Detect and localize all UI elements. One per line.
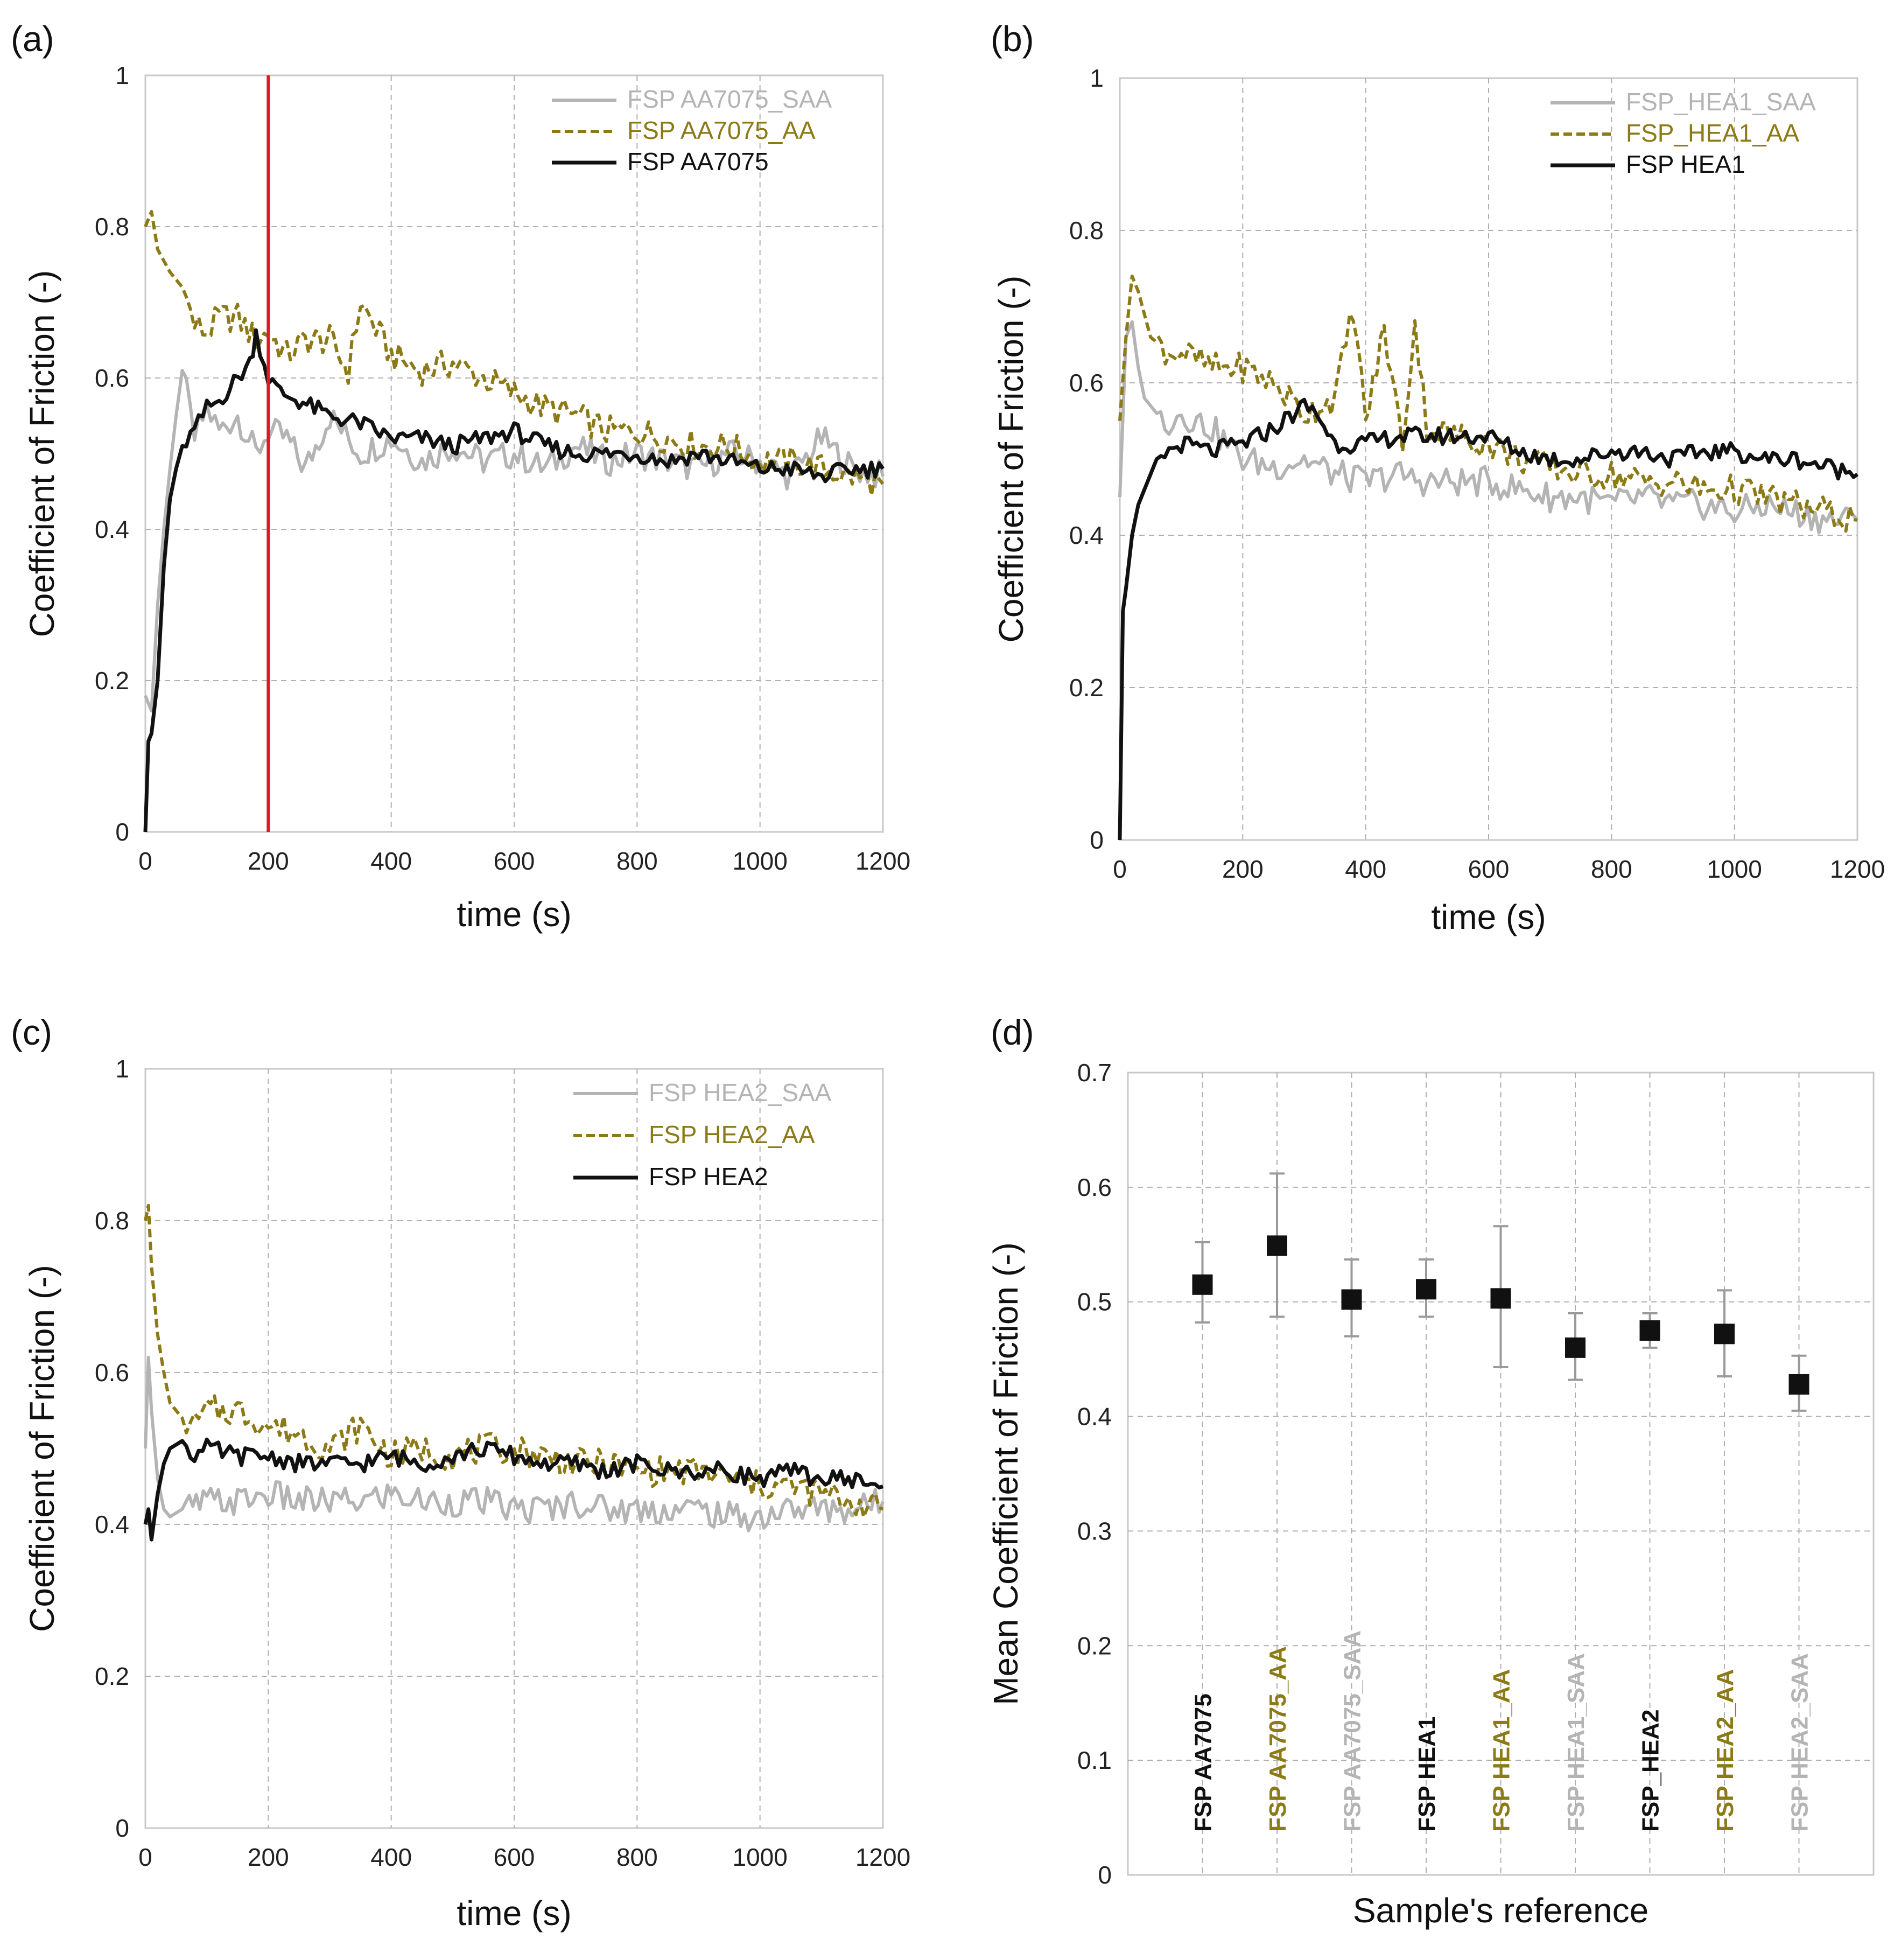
- y-tick-label: 0.4: [1077, 1403, 1112, 1431]
- y-tick-label: 0.8: [95, 213, 129, 241]
- y-tick-label: 0.2: [1069, 674, 1104, 702]
- y-tick-label: 0: [1098, 1861, 1112, 1889]
- data-point-fsp-hea1: [1416, 1279, 1436, 1300]
- y-tick-label: 0.8: [95, 1207, 129, 1235]
- panel-label-d: (d): [991, 1012, 1034, 1052]
- y-tick-label: 0.6: [1077, 1173, 1112, 1201]
- series-line-fsp-hea2: [143, 1437, 883, 1542]
- y-axis-label: Coefficient of Friction (-): [23, 1265, 61, 1632]
- x-tick-label: 200: [248, 1843, 289, 1871]
- series-line-fsp-hea1-saa: [1118, 320, 1859, 535]
- y-tick-label: 0: [115, 818, 129, 846]
- x-tick-label: 200: [1222, 855, 1264, 883]
- y-tick-label: 0.1: [1077, 1746, 1112, 1774]
- category-label: FSP HEA2_SAA: [1787, 1653, 1813, 1832]
- y-tick-label: 0.2: [95, 667, 129, 695]
- category-label: FSP HEA1_AA: [1489, 1669, 1515, 1832]
- y-axis-label: Coefficient of Friction (-): [23, 270, 61, 638]
- y-tick-label: 0.7: [1077, 1059, 1112, 1087]
- data-point-fsp-aa7075-saa: [1341, 1289, 1362, 1310]
- x-tick-label: 600: [1468, 855, 1510, 883]
- y-tick-label: 0: [115, 1814, 129, 1842]
- y-tick-label: 0.4: [95, 1510, 129, 1538]
- chart-panel-c: 0 200 400 600 800 1000 1200 0 0.2 0.4 0.6 0.8 1 time …: [23, 1055, 910, 1933]
- y-tick-label: 1: [115, 1055, 129, 1083]
- x-tick-label: 1000: [732, 1843, 787, 1871]
- x-axis-label: time (s): [457, 1894, 571, 1933]
- y-tick-label: 0.6: [1069, 369, 1104, 397]
- legend-label: FSP AA7075_AA: [627, 116, 816, 144]
- x-tick-label: 800: [616, 847, 658, 875]
- y-tick-label: 0.6: [95, 1359, 129, 1387]
- series-line-fsp-hea2-saa: [144, 1355, 885, 1532]
- panel-label-a: (a): [11, 19, 54, 59]
- x-axis-label: time (s): [1431, 898, 1546, 936]
- x-tick-label: 600: [494, 1843, 535, 1871]
- x-tick-label: 0: [1113, 855, 1127, 883]
- x-tick-label: 400: [370, 1843, 412, 1871]
- panel-label-b: (b): [991, 19, 1034, 59]
- y-axis-label: Coefficient of Friction (-): [992, 276, 1030, 643]
- x-tick-label: 1200: [855, 1843, 910, 1871]
- y-tick-label: 1: [115, 61, 129, 89]
- legend-label: FSP HEA1: [1626, 150, 1745, 178]
- x-tick-label: 1000: [732, 847, 787, 875]
- legend-label: FSP HEA2_SAA: [649, 1079, 832, 1107]
- x-tick-label: 800: [1591, 855, 1632, 883]
- y-tick-label: 0.2: [1077, 1632, 1112, 1660]
- x-tick-label: 200: [248, 847, 289, 875]
- legend-label: FSP AA7075_SAA: [627, 85, 832, 113]
- chart-panel-d: 0 0.1 0.2 0.3 0.4 0.5 0.6 0.7 FSP AA7075 FSP AA70…: [986, 1059, 1875, 1930]
- x-tick-label: 400: [1345, 855, 1386, 883]
- legend-label: FSP HEA2_AA: [649, 1121, 815, 1149]
- y-tick-label: 1: [1090, 64, 1104, 92]
- x-tick-label: 800: [616, 1843, 658, 1871]
- y-tick-label: 0.2: [95, 1662, 129, 1690]
- x-tick-label: 1200: [1830, 855, 1885, 883]
- y-tick-label: 0.6: [95, 364, 129, 392]
- data-point-fsp-aa7075-aa: [1267, 1235, 1287, 1256]
- x-tick-label: 1200: [855, 847, 910, 875]
- y-tick-label: 0.3: [1077, 1517, 1112, 1545]
- x-axis-label: Sample's reference: [1353, 1891, 1649, 1930]
- category-label: FSP HEA1_SAA: [1563, 1653, 1589, 1832]
- category-label: FSP AA7075_SAA: [1339, 1630, 1366, 1832]
- chart-panel-a: 0 200 400 600 800 1000 1200 0 0.2 0.4 0.6 0.8 1 time …: [23, 61, 910, 934]
- legend-label: FSP_HEA1_SAA: [1626, 88, 1816, 116]
- category-label: FSP AA7075: [1190, 1693, 1217, 1832]
- y-tick-label: 0.4: [95, 515, 129, 543]
- y-tick-label: 0: [1090, 826, 1104, 854]
- panel-label-c: (c): [11, 1012, 52, 1052]
- data-point-fsp-aa7075: [1192, 1274, 1213, 1295]
- chart-panel-b: 0 200 400 600 800 1000 1200 0 0.2 0.4 0.6 0.8 1 time …: [992, 64, 1885, 936]
- category-label: FSP AA7075_AA: [1265, 1646, 1291, 1832]
- y-tick-label: 0.4: [1069, 521, 1104, 549]
- data-point-fsp-hea2-aa: [1714, 1324, 1735, 1345]
- x-tick-label: 0: [138, 847, 152, 875]
- x-tick-label: 1000: [1707, 855, 1762, 883]
- legend-label: FSP HEA2: [649, 1163, 768, 1191]
- category-label: FSP HEA2_AA: [1712, 1669, 1738, 1832]
- data-point-fsp-hea2: [1639, 1320, 1660, 1341]
- y-axis-label: Mean Coefficient of Friction (-): [986, 1242, 1025, 1705]
- category-label: FSP_HEA2: [1638, 1710, 1664, 1832]
- data-point-fsp-hea1-saa: [1565, 1337, 1586, 1358]
- series-line-fsp-hea1: [1118, 397, 1859, 841]
- y-tick-label: 0.8: [1069, 216, 1104, 244]
- x-tick-label: 400: [370, 847, 412, 875]
- x-tick-label: 0: [138, 1843, 152, 1871]
- data-point-fsp-hea2-saa: [1788, 1374, 1809, 1395]
- category-label: FSP HEA1: [1414, 1717, 1440, 1832]
- legend-label: FSP AA7075: [627, 148, 769, 176]
- legend-label: FSP_HEA1_AA: [1626, 119, 1799, 147]
- x-tick-label: 600: [494, 847, 535, 875]
- data-point-fsp-hea1-aa: [1490, 1288, 1511, 1309]
- series-line-fsp-aa7075: [143, 328, 885, 832]
- x-axis-label: time (s): [457, 895, 571, 934]
- y-tick-label: 0.5: [1077, 1288, 1112, 1316]
